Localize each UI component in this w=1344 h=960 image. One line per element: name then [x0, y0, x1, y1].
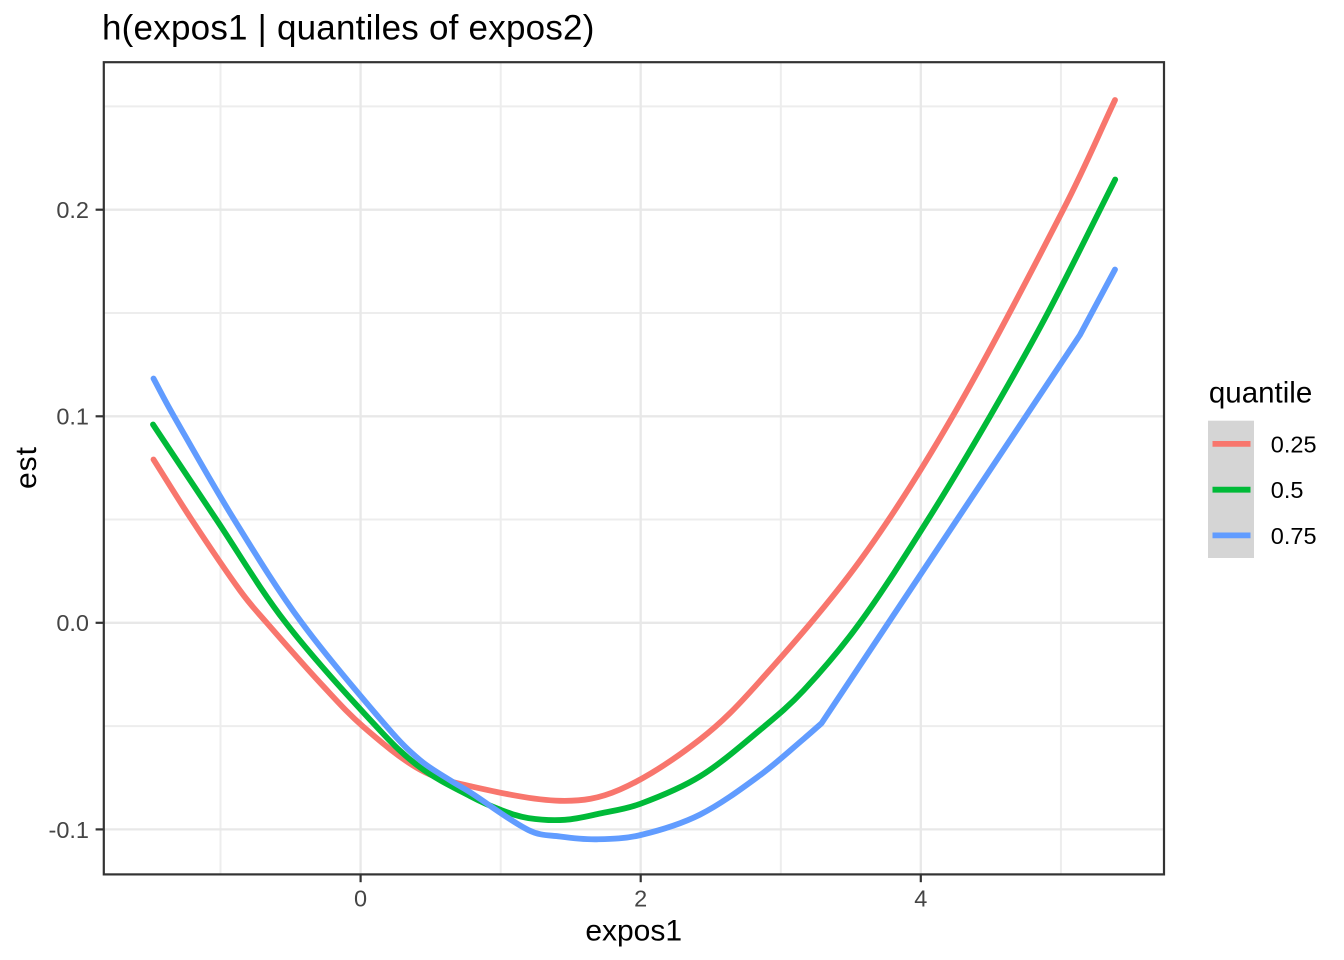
svg-text:quantile: quantile: [1209, 377, 1312, 410]
svg-text:0.75: 0.75: [1271, 523, 1317, 549]
svg-text:0.1: 0.1: [56, 404, 89, 430]
svg-text:4: 4: [914, 886, 927, 912]
svg-text:0.0: 0.0: [56, 610, 89, 636]
svg-text:0.2: 0.2: [56, 197, 89, 223]
svg-text:-0.1: -0.1: [49, 817, 90, 843]
svg-text:0.25: 0.25: [1271, 431, 1317, 457]
svg-text:0: 0: [354, 886, 367, 912]
svg-text:h(expos1 | quantiles of expos2: h(expos1 | quantiles of expos2): [102, 9, 595, 48]
svg-text:expos1: expos1: [585, 915, 682, 948]
svg-text:est: est: [10, 446, 43, 489]
svg-text:0.5: 0.5: [1271, 477, 1304, 503]
svg-text:2: 2: [634, 886, 647, 912]
